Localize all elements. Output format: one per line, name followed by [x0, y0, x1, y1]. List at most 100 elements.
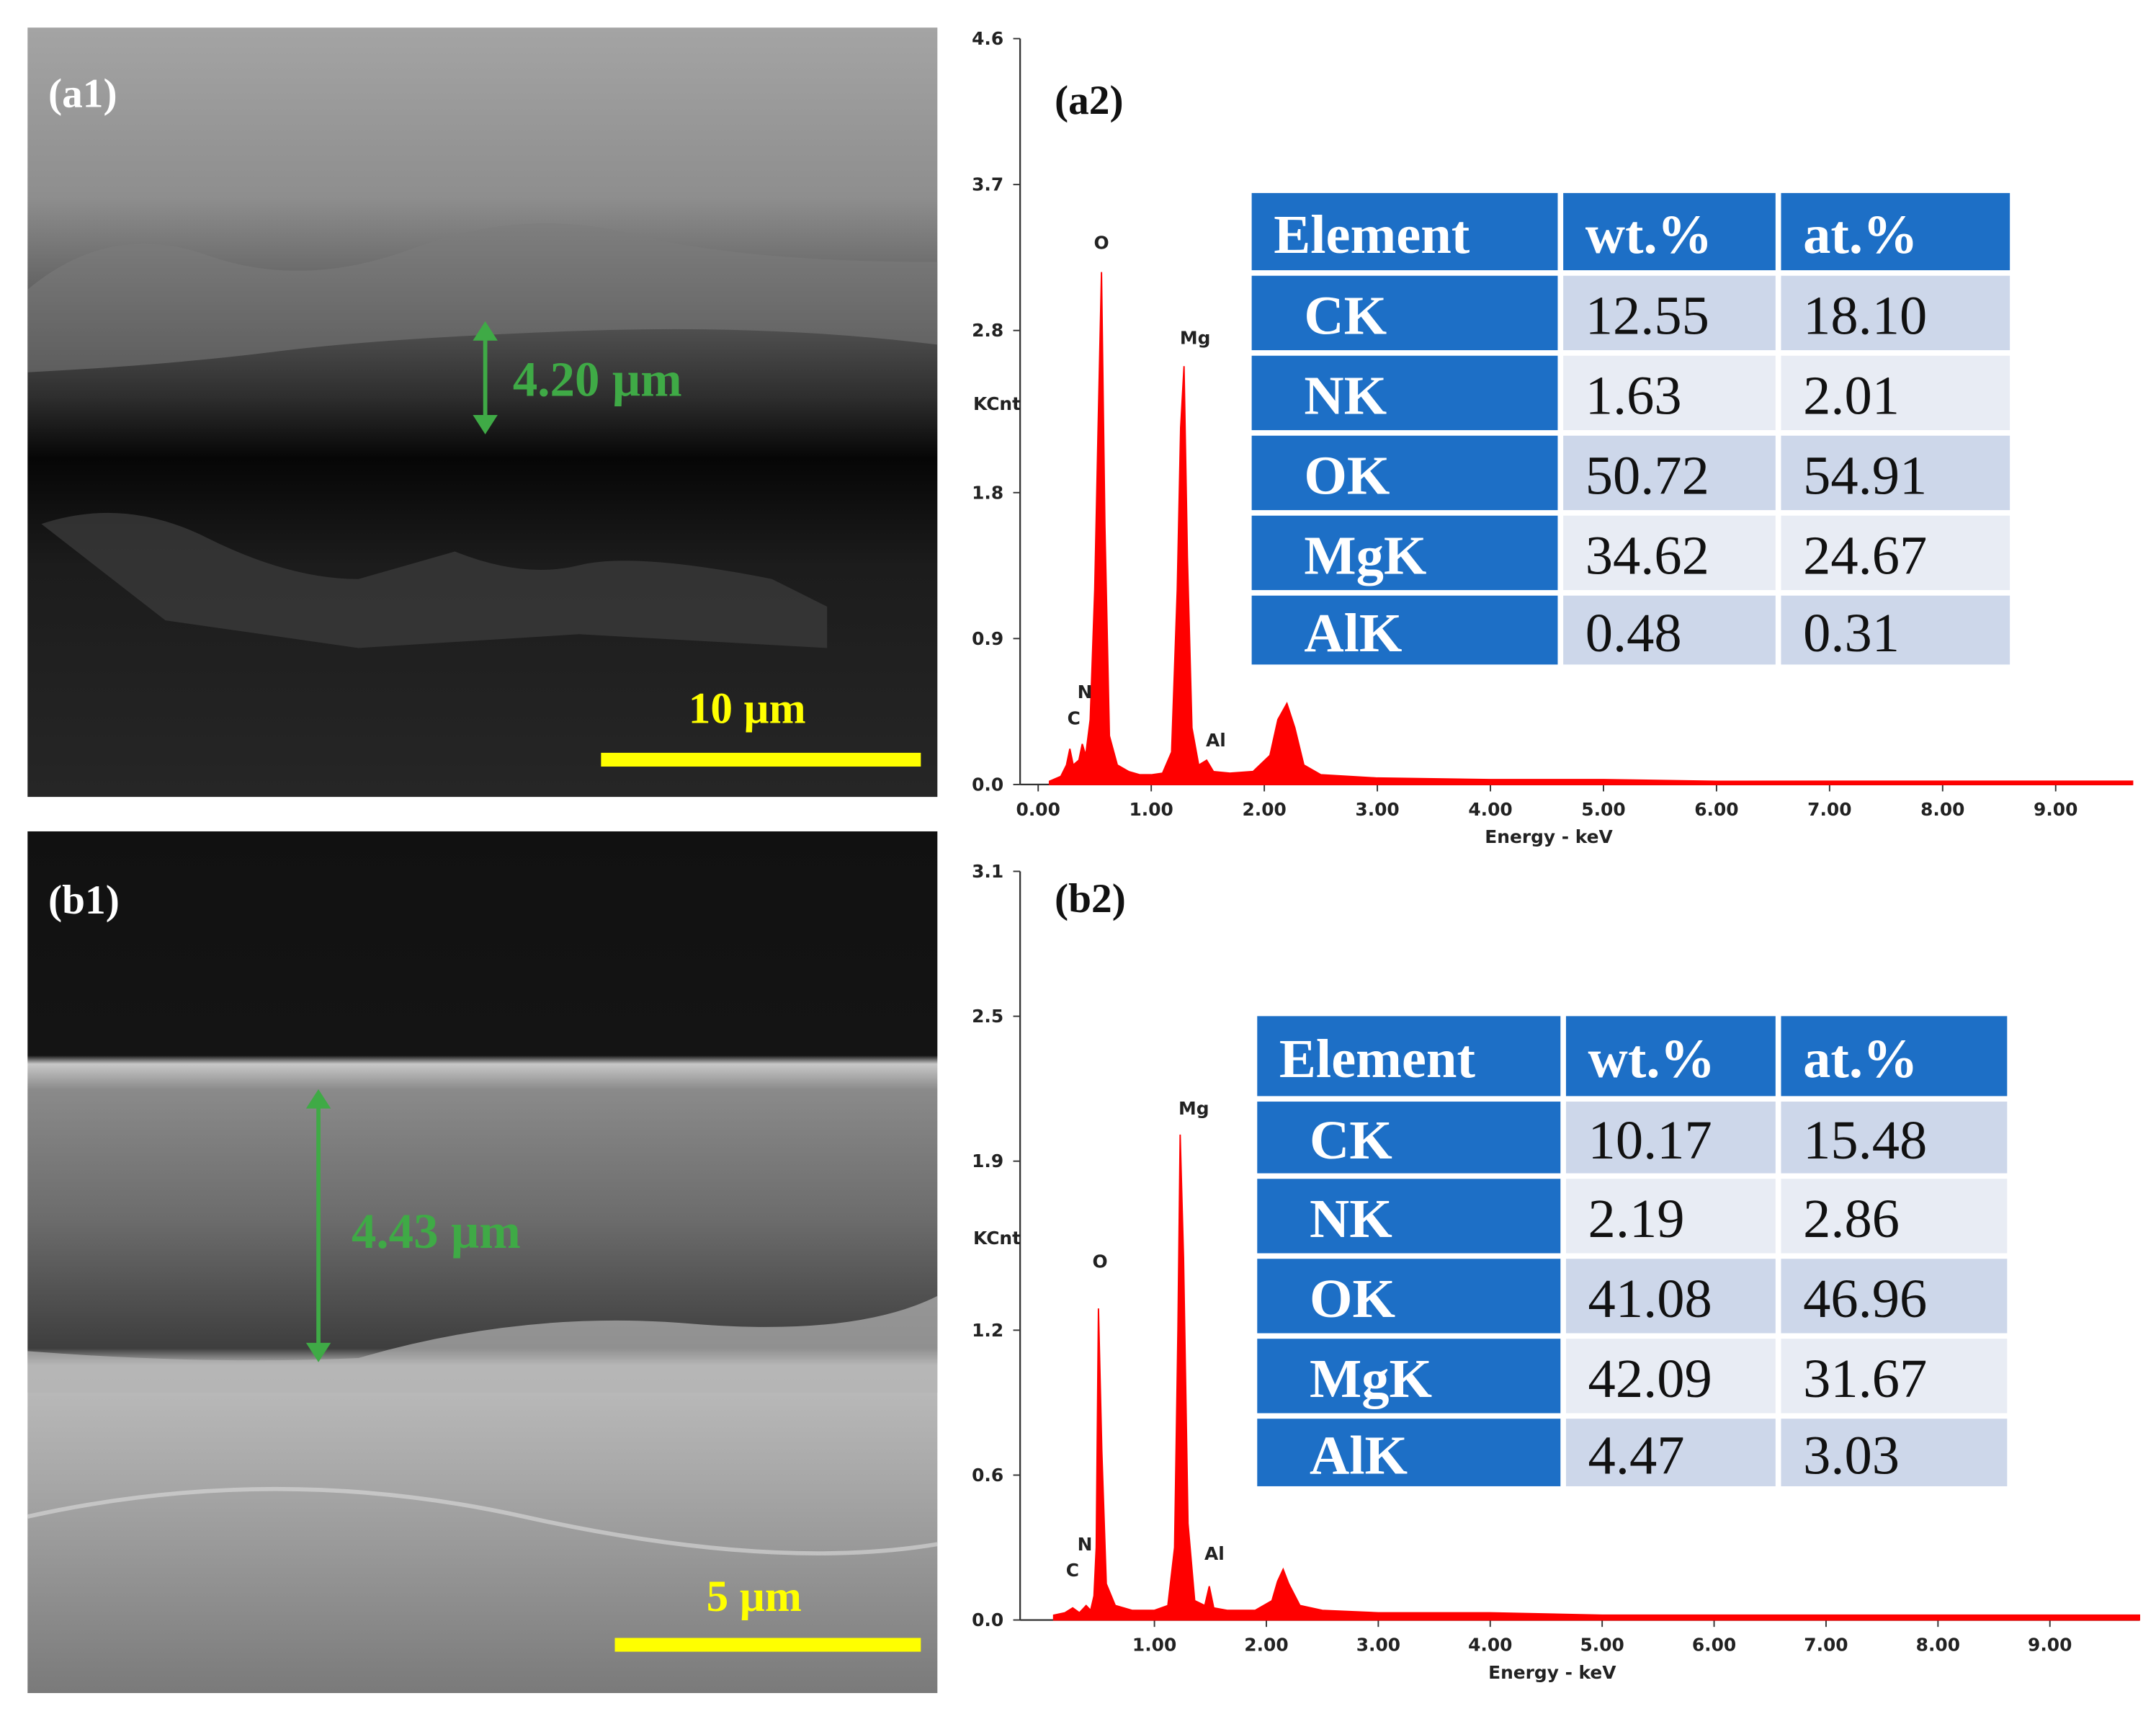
x-tick-label: 1.00: [1130, 799, 1173, 820]
table-head-cell: [1251, 515, 1558, 591]
table-value: 41.08: [1588, 1268, 1712, 1329]
table-value: 42.09: [1588, 1348, 1712, 1409]
table-head-cell: [1251, 435, 1558, 511]
panel-label: (b1): [48, 878, 120, 923]
table-value: 15.48: [1803, 1109, 1927, 1171]
y-tick-label: 4.6: [972, 28, 1003, 49]
peak-label: Al: [1206, 730, 1226, 751]
sem-image: [27, 831, 938, 1694]
table-head-cell: [1563, 192, 1776, 271]
x-tick-label: 7.00: [1807, 799, 1851, 820]
table-value: OK: [1310, 1268, 1395, 1329]
table-cell: [1781, 355, 2010, 431]
table-cell: [1563, 515, 1776, 591]
table-value: 50.72: [1585, 445, 1709, 506]
x-tick-label: 4.00: [1468, 1635, 1512, 1656]
table-head-cell: [1257, 1102, 1561, 1174]
x-tick-label: 1.00: [1132, 1635, 1176, 1656]
peak-label: Al: [1204, 1543, 1225, 1564]
x-tick-label: 3.00: [1356, 1635, 1400, 1656]
scale-bar: [614, 1638, 921, 1652]
table-value: OK: [1304, 445, 1390, 506]
peak-label: O: [1093, 232, 1109, 253]
table-cell: [1781, 1102, 2008, 1174]
table-head-cell: [1257, 1179, 1561, 1254]
y-tick-label: 1.2: [972, 1320, 1003, 1341]
table-value: 46.96: [1803, 1268, 1927, 1329]
table-head-cell: [1251, 192, 1558, 271]
x-tick-label: 8.00: [1916, 1635, 1960, 1656]
table-header: at.%: [1803, 204, 1918, 265]
y-tick-label: 0.0: [972, 774, 1003, 795]
scale-bar-label: 5 µm: [707, 1572, 802, 1621]
table-value: 10.17: [1588, 1109, 1712, 1171]
sem-texture: [27, 1486, 938, 1555]
table-header: Element: [1279, 1028, 1476, 1089]
table-value: 2.01: [1803, 365, 1900, 427]
table-cell: [1565, 1259, 1776, 1334]
peak-label: O: [1093, 1251, 1108, 1272]
chart-title: (a2): [1055, 78, 1124, 123]
table-cell: [1781, 1419, 2008, 1486]
table-cell: [1565, 1339, 1776, 1414]
table-value: 31.67: [1803, 1348, 1927, 1409]
y-tick-label: 2.5: [972, 1006, 1003, 1027]
y-tick-label: 1.9: [972, 1151, 1003, 1171]
x-tick-label: 2.00: [1242, 799, 1286, 820]
table-value: CK: [1304, 285, 1387, 347]
spectrum: [1048, 272, 2134, 785]
table-head-cell: [1257, 1259, 1561, 1334]
spectrum: [1052, 1134, 2140, 1621]
table-cell: [1565, 1179, 1776, 1254]
table-value: NK: [1310, 1188, 1392, 1249]
table-head-cell: [1781, 192, 2010, 271]
table-value: 24.67: [1803, 525, 1927, 586]
table-head-cell: [1257, 1419, 1561, 1486]
table-cell: [1563, 275, 1776, 351]
x-axis-label: Energy - keV: [1485, 826, 1613, 847]
table-value: 34.62: [1585, 525, 1709, 586]
x-axis-label: Energy - keV: [1488, 1662, 1616, 1683]
y-tick-label: 0.0: [972, 1609, 1003, 1630]
table-value: MgK: [1310, 1348, 1432, 1409]
x-tick-label: 6.00: [1692, 1635, 1736, 1656]
table-cell: [1781, 1179, 2008, 1254]
y-tick-label: 3.1: [972, 861, 1003, 882]
peak-label: Mg: [1178, 1098, 1209, 1119]
table-header: wt.%: [1588, 1028, 1715, 1089]
y-tick-label: 0.6: [972, 1465, 1003, 1486]
x-tick-label: 2.00: [1244, 1635, 1288, 1656]
table-cell: [1563, 355, 1776, 431]
table-cell: [1563, 595, 1776, 665]
table-head-cell: [1251, 355, 1558, 431]
sem-texture: [41, 512, 828, 648]
x-tick-label: 7.00: [1804, 1635, 1848, 1656]
y-tick-label: 0.9: [972, 628, 1003, 649]
table-value: CK: [1310, 1109, 1392, 1171]
thickness-label: 4.43 µm: [352, 1204, 521, 1259]
table-value: 12.55: [1585, 285, 1709, 347]
chart-title: (b2): [1055, 876, 1126, 921]
x-tick-label: 5.00: [1581, 799, 1625, 820]
table-header: wt.%: [1585, 204, 1712, 265]
table-value: 2.19: [1588, 1188, 1685, 1249]
sem-texture: [27, 223, 938, 372]
table-head-cell: [1251, 275, 1558, 351]
table-head-cell: [1257, 1339, 1561, 1414]
table-value: 3.03: [1803, 1424, 1900, 1486]
table-head-cell: [1565, 1016, 1776, 1097]
x-tick-label: 6.00: [1694, 799, 1738, 820]
y-tick-label: 2.8: [972, 320, 1003, 341]
table-value: AlK: [1310, 1424, 1408, 1486]
table-value: 2.86: [1803, 1188, 1900, 1249]
table-head-cell: [1257, 1016, 1561, 1097]
peak-label: C: [1066, 1560, 1079, 1581]
table-cell: [1781, 595, 2010, 665]
scale-bar: [601, 752, 921, 767]
table-head-cell: [1781, 1016, 2008, 1097]
table-value: 18.10: [1803, 285, 1927, 347]
x-tick-label: 9.00: [2034, 799, 2077, 820]
peak-label: N: [1078, 682, 1093, 702]
y-axis-label: KCnt: [973, 393, 1021, 414]
